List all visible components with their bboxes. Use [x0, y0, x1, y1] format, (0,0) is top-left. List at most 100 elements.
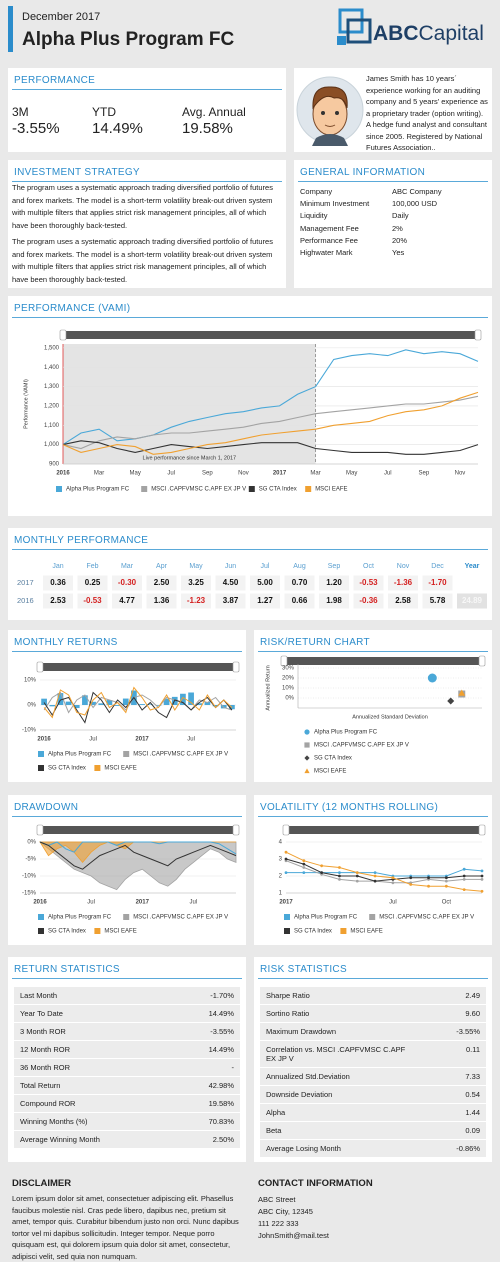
info-row: Company ABC Company [300, 185, 488, 197]
line [285, 851, 483, 892]
bar [155, 705, 162, 706]
cell [319, 575, 349, 591]
volatility-chart: 1 2 3 4 2017 Jul Oct Alpha Plus Program FC MSCI … [279, 824, 486, 935]
legend-label: MSCI EAFE [350, 929, 382, 935]
navigator-handle [478, 655, 486, 667]
cell-value: 1.36 [154, 596, 170, 605]
stat-label: Total Return [20, 1081, 61, 1090]
line [39, 841, 237, 870]
cell-value: -0.30 [118, 578, 137, 587]
stat-label: Beta [266, 1126, 282, 1135]
stat-row: 3 Month ROR -3.55% [14, 1023, 240, 1040]
cell-value: -0.53 [83, 596, 102, 605]
cell-value: 24.89 [462, 596, 483, 605]
panel-title: PERFORMANCE (VAMI) [14, 303, 131, 314]
column-header: Aug [293, 563, 306, 570]
legend-swatch [284, 914, 290, 920]
monthly-returns-chart: -10% 0% 10% 2016 Jul 2017 Jul Alpha Plus Progra… [22, 661, 240, 772]
title-rule [12, 317, 488, 318]
bar [41, 698, 47, 705]
info-value: 2% [392, 223, 403, 233]
cell-value: 0.25 [85, 578, 101, 587]
panel-title: VOLATILITY (12 MONTHS ROLLING) [260, 802, 439, 813]
point [391, 876, 395, 880]
y-tick-label: 0% [285, 696, 294, 702]
x-tick-label: 2016 [33, 900, 47, 906]
cell-value: 4.50 [223, 578, 239, 587]
legend-swatch [141, 486, 148, 492]
y-tick-label: 1,200 [44, 404, 60, 410]
point [480, 889, 484, 893]
monthly-performance-panel: MONTHLY PERFORMANCE Jan Feb Mar Apr May Jun Ju… [8, 528, 492, 620]
legend-label: MSCI EAFE [315, 487, 347, 493]
point [338, 866, 341, 869]
cell [353, 575, 384, 591]
y-tick-label: 1,300 [44, 384, 60, 390]
panel-title: RISK/RETURN CHART [260, 637, 370, 648]
kpi-value: 19.58% [182, 120, 233, 137]
bar [98, 703, 105, 705]
y-tick-label: 0% [27, 703, 36, 709]
stat-row: Total Return 42.98% [14, 1077, 240, 1094]
title-rule [12, 978, 242, 979]
x-tick-label: Jul [187, 737, 195, 743]
info-value: Daily [392, 211, 409, 221]
cell [77, 593, 108, 609]
monthly-returns-panel: MONTHLY RETURNS -10% 0% 10% 2016 Jul 2017 Jul A… [8, 630, 246, 782]
info-row: Minimum Investment 100,000 USD [300, 197, 488, 209]
kpi-label: 3M [12, 105, 29, 119]
cell [77, 575, 108, 591]
report-title: Alpha Plus Program FC [22, 29, 234, 50]
stat-label: Downside Deviation [266, 1090, 333, 1099]
x-tick-label: Jul [89, 737, 97, 743]
navigator-bar [284, 657, 482, 665]
navigator-bar [40, 663, 236, 671]
point [458, 689, 466, 696]
y-tick-label: 10% [24, 678, 37, 684]
title-rule [12, 549, 488, 550]
legend-swatch [38, 928, 44, 934]
legend-swatch [340, 928, 347, 934]
panel-title: RETURN STATISTICS [14, 964, 120, 975]
navigator-handle [232, 661, 240, 673]
title-rule [258, 978, 488, 979]
point [444, 879, 448, 883]
panel-title: MONTHLY PERFORMANCE [14, 535, 149, 546]
cell-value: 1.98 [326, 596, 342, 605]
legend-swatch [94, 765, 101, 771]
cell [146, 593, 177, 609]
stat-value: 42.98% [208, 1081, 234, 1090]
point [427, 884, 430, 888]
cell-value: 1.27 [257, 596, 273, 605]
track-record-shade [63, 344, 316, 464]
column-header: Year [465, 563, 480, 570]
drawdown-panel: DRAWDOWN -15% -10% -5% 0% 2016 Jul 2017 Jul Alph… [8, 795, 246, 945]
x-tick-label: 2016 [37, 737, 51, 743]
line [43, 691, 233, 724]
legend-swatch [123, 751, 130, 757]
cell-value: -1.36 [394, 578, 413, 587]
line [39, 841, 237, 855]
stat-label: 12 Month ROR [20, 1045, 71, 1054]
line [43, 691, 233, 714]
bar [82, 695, 88, 705]
legend-swatch [304, 768, 310, 774]
info-row: Performance Fee 20% [300, 234, 488, 246]
bar [90, 701, 96, 705]
bar [106, 700, 113, 705]
legend-swatch [305, 486, 312, 492]
point [480, 869, 484, 873]
point [320, 864, 324, 868]
bar [212, 705, 219, 707]
y-tick-label: 1,500 [44, 345, 60, 351]
title-rule [12, 816, 242, 817]
legend-swatch [56, 486, 62, 492]
panel-title: MONTHLY RETURNS [14, 637, 118, 648]
y-tick-label: 1 [279, 891, 283, 897]
stat-value: 2.49 [465, 991, 480, 1000]
bio-text: James Smith has 10 years´ experience wor… [366, 74, 488, 152]
x-tick-label: Jul [190, 900, 198, 906]
bar [163, 698, 170, 705]
cell-value: 2.50 [154, 578, 170, 587]
point [320, 871, 324, 874]
